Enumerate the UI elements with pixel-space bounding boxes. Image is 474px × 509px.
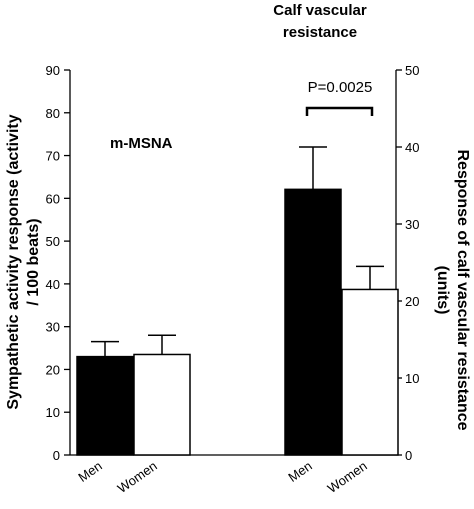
right-tick-label: 0 — [405, 448, 412, 463]
left-tick-label: 80 — [46, 106, 60, 121]
right-tick-label: 30 — [405, 217, 419, 232]
right-tick-label: 10 — [405, 371, 419, 386]
left-tick-label: 10 — [46, 405, 60, 420]
bar-msna-men — [76, 355, 134, 456]
significance-bracket — [305, 106, 374, 116]
category-label-men-msna: Men — [75, 458, 104, 485]
bar-msna-women — [133, 353, 191, 456]
left-tick-label: 60 — [46, 191, 60, 206]
left-tick-label: 40 — [46, 277, 60, 292]
msna-annotation: m-MSNA — [110, 135, 173, 152]
cvr-title-line1: Calf vascular — [273, 2, 367, 19]
right-y-axis-title-line2: (units) — [434, 266, 451, 315]
right-y-axis-title-line1: Response of calf vascular resistance — [454, 149, 471, 430]
left-tick-label: 20 — [46, 362, 60, 377]
right-tick-label: 50 — [405, 63, 419, 78]
right-y-ticks: 0 10 20 30 40 50 — [396, 63, 419, 463]
p-value-label: P=0.0025 — [308, 79, 373, 96]
right-tick-label: 20 — [405, 294, 419, 309]
left-y-axis-title-line2: / 100 beats) — [25, 218, 42, 305]
left-tick-label: 90 — [46, 63, 60, 78]
left-tick-label: 0 — [53, 448, 60, 463]
category-label-men-cvr: Men — [285, 458, 314, 485]
cvr-title-line2: resistance — [283, 24, 357, 41]
right-tick-label: 40 — [405, 140, 419, 155]
left-y-ticks: 0 10 20 30 40 50 60 70 80 90 — [46, 63, 70, 463]
bar-cvr-women — [341, 288, 399, 456]
left-y-axis-title-line1: Sympathetic activity response (activity — [5, 114, 22, 409]
bars — [76, 146, 399, 456]
bar-cvr-men — [284, 188, 342, 456]
category-label-women-msna: Women — [115, 458, 160, 496]
left-tick-label: 30 — [46, 320, 60, 335]
category-label-women-cvr: Women — [325, 458, 370, 496]
left-tick-label: 50 — [46, 234, 60, 249]
left-tick-label: 70 — [46, 149, 60, 164]
